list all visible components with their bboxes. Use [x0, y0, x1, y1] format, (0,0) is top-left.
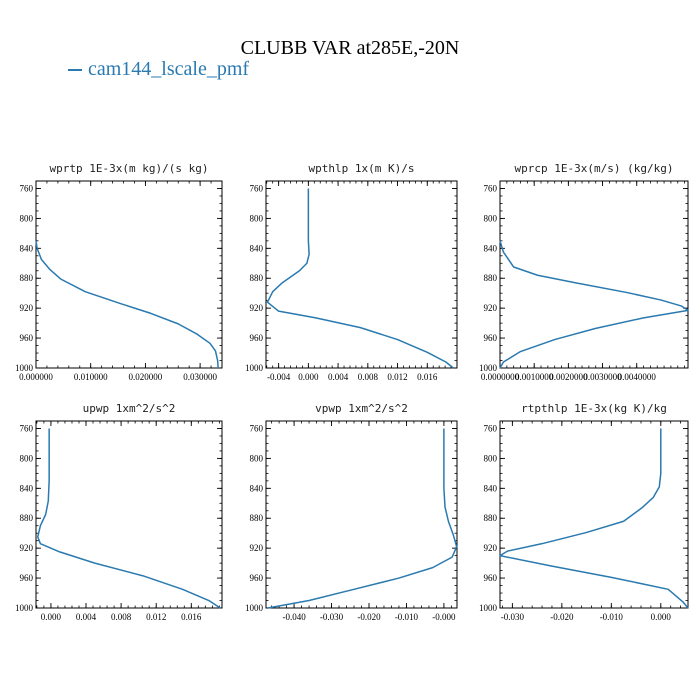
y-tick-label: 760: [250, 423, 264, 433]
series-line: [267, 428, 458, 609]
x-tick-label: 0.020000: [129, 372, 163, 382]
y-tick-label: 760: [484, 183, 498, 193]
x-tick-label: -0.010: [395, 612, 419, 622]
panel-title: wprcp 1E-3x(m/s) (kg/kg): [515, 162, 674, 175]
x-tick-label: 0.008: [358, 372, 379, 382]
plot-frame: [499, 180, 689, 369]
chart-panel-5: vpwp 1xm^2/s^2 760 800 840 880 920 960 1000 -0.0…: [245, 402, 458, 622]
y-tick-label: 800: [20, 213, 34, 223]
y-tick-label: 840: [250, 243, 264, 253]
y-tick-label: 800: [250, 453, 264, 463]
y-tick-label: 880: [250, 513, 264, 523]
x-tick-label: -0.030: [320, 612, 344, 622]
series-line: [266, 188, 454, 369]
x-tick-label: 0.000: [651, 612, 672, 622]
y-tick-label: 800: [20, 453, 34, 463]
y-tick-label: 800: [484, 213, 498, 223]
y-tick-label: 1000: [15, 363, 34, 373]
y-tick-label: 760: [20, 423, 34, 433]
y-tick-label: 1000: [245, 603, 264, 613]
panel-title: wpthlp 1x(m K)/s: [309, 162, 415, 175]
y-tick-label: 880: [250, 273, 264, 283]
x-tick-label: 0.016: [417, 372, 438, 382]
x-tick-label: 0.010000: [74, 372, 108, 382]
x-tick-label: 0.0040000: [618, 372, 657, 382]
y-tick-label: 920: [20, 303, 34, 313]
y-tick-label: 920: [484, 543, 498, 553]
y-tick-label: 920: [250, 303, 264, 313]
series-line: [499, 428, 689, 609]
x-tick-label: 0.000: [41, 612, 62, 622]
x-tick-label: 0.0000000: [481, 372, 520, 382]
x-tick-label: -0.020: [550, 612, 574, 622]
y-tick-label: 760: [20, 183, 34, 193]
page-title: CLUBB VAR at285E,-20N: [240, 37, 460, 59]
plot-frame: [35, 420, 223, 609]
x-tick-label: 0.012: [387, 372, 407, 382]
y-tick-label: 920: [484, 303, 498, 313]
chart-panel-4: upwp 1xm^2/s^2 760 800 840 880 920 960 1000 0.00…: [15, 402, 223, 622]
x-tick-label: -0.030: [501, 612, 525, 622]
y-tick-label: 1000: [479, 603, 498, 613]
y-tick-label: 1000: [245, 363, 264, 373]
y-tick-label: 960: [250, 333, 264, 343]
x-tick-label: 0.030000: [183, 372, 217, 382]
x-tick-label: 0.016: [181, 612, 202, 622]
y-tick-label: 760: [484, 423, 498, 433]
y-tick-label: 960: [250, 573, 264, 583]
x-tick-label: 0.0020000: [549, 372, 588, 382]
panel-title: rtpthlp 1E-3x(kg K)/kg: [521, 402, 667, 415]
x-tick-label: -0.000: [432, 612, 456, 622]
y-tick-label: 880: [20, 513, 34, 523]
x-tick-label: 0.000: [298, 372, 319, 382]
x-tick-label: 0.0030000: [583, 372, 622, 382]
x-tick-label: 0.012: [146, 612, 166, 622]
chart-panel-1: wprtp 1E-3x(m kg)/(s kg) 760 800 840 880 920 9…: [15, 162, 223, 382]
y-tick-label: 800: [484, 453, 498, 463]
y-tick-label: 760: [250, 183, 264, 193]
plot-frame: [35, 180, 223, 369]
y-tick-label: 880: [484, 513, 498, 523]
y-tick-label: 800: [250, 213, 264, 223]
panel-title: vpwp 1xm^2/s^2: [315, 402, 408, 415]
y-tick-label: 960: [20, 333, 34, 343]
series-line: [35, 240, 219, 369]
legend: cam144_lscale_pmf: [68, 58, 249, 81]
y-tick-label: 960: [484, 573, 498, 583]
x-tick-label: -0.010: [600, 612, 624, 622]
chart-panel-3: wprcp 1E-3x(m/s) (kg/kg) 760 800 840 880 920 9…: [479, 162, 689, 382]
x-tick-label: 0.008: [111, 612, 132, 622]
chart-panel-2: wpthlp 1x(m K)/s 760 800 840 880 920 960 1000-0…: [245, 162, 458, 382]
y-tick-label: 880: [484, 273, 498, 283]
panel-title: upwp 1xm^2/s^2: [83, 402, 176, 415]
x-tick-label: -0.020: [357, 612, 381, 622]
y-tick-label: 840: [250, 483, 264, 493]
chart-panel-6: rtpthlp 1E-3x(kg K)/kg 760 800 840 880 920 960…: [479, 402, 689, 622]
x-tick-label: -0.040: [282, 612, 306, 622]
x-tick-label: 0.004: [76, 612, 97, 622]
y-tick-label: 960: [20, 573, 34, 583]
plot-frame: [499, 420, 689, 609]
series-line: [37, 428, 221, 609]
y-tick-label: 920: [250, 543, 264, 553]
y-tick-label: 840: [484, 483, 498, 493]
y-tick-label: 840: [20, 483, 34, 493]
y-tick-label: 960: [484, 333, 498, 343]
x-tick-label: -0.004: [267, 372, 291, 382]
y-tick-label: 840: [20, 243, 34, 253]
series-line: [499, 240, 689, 369]
x-tick-label: 0.000000: [19, 372, 53, 382]
x-tick-label: 0.004: [328, 372, 349, 382]
y-tick-label: 920: [20, 543, 34, 553]
x-tick-label: 0.0010000: [515, 372, 554, 382]
y-tick-label: 1000: [479, 363, 498, 373]
plot-frame: [265, 420, 458, 609]
y-tick-label: 840: [484, 243, 498, 253]
panel-title: wprtp 1E-3x(m kg)/(s kg): [50, 162, 209, 175]
y-tick-label: 1000: [15, 603, 34, 613]
y-tick-label: 880: [20, 273, 34, 283]
legend-label: cam144_lscale_pmf: [88, 58, 250, 80]
legend-swatch: [68, 69, 82, 72]
